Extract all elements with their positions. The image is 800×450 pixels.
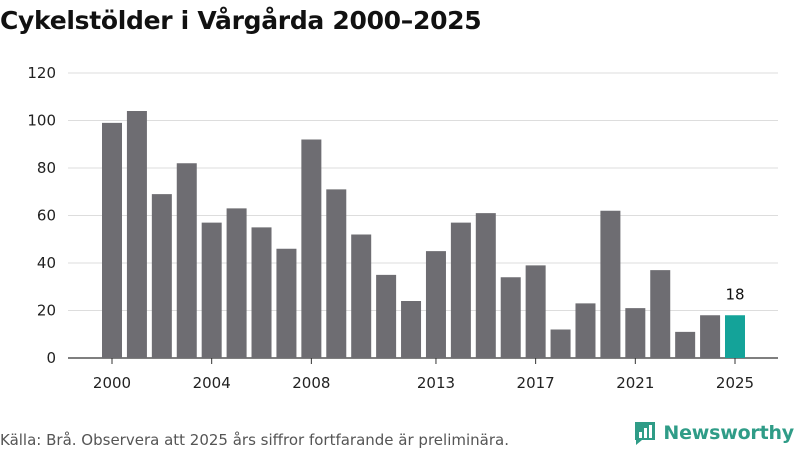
y-tick-label: 20 (37, 302, 56, 320)
bar-2016 (500, 277, 521, 358)
y-tick-label: 0 (46, 349, 56, 367)
bar-2024 (700, 315, 721, 358)
bar-2011 (376, 274, 397, 358)
x-tick-label: 2013 (417, 374, 455, 392)
y-tick-label: 40 (37, 254, 56, 272)
bar-2004 (201, 222, 222, 358)
y-tick-label: 80 (37, 159, 56, 177)
bar-2018 (550, 329, 571, 358)
bar-2023 (675, 331, 696, 358)
x-tick-label: 2021 (616, 374, 654, 392)
x-tick-label: 2025 (716, 374, 754, 392)
y-axis: 0 20 40 60 80 100 120 (27, 64, 56, 367)
bar-2015 (475, 213, 496, 358)
bar-2017 (525, 265, 546, 358)
bar-2000 (102, 122, 122, 358)
bar-2022 (650, 270, 671, 358)
bar-2019 (575, 303, 596, 358)
source-note: Källa: Brå. Observera att 2025 års siffr… (0, 431, 509, 449)
x-axis: 2000 2004 2008 2013 2017 2021 2025 (93, 358, 754, 392)
brand-logo: Newsworthy (633, 420, 794, 446)
bar-2002 (151, 194, 172, 358)
x-tick-label: 2004 (193, 374, 231, 392)
gridlines (68, 72, 778, 359)
value-label-2025: 18 (725, 285, 744, 303)
bar-2013 (425, 251, 446, 358)
bar-2021 (625, 308, 646, 358)
y-tick-label: 100 (27, 112, 56, 130)
brand-name: Newsworthy (663, 422, 794, 444)
bar-2009 (326, 189, 347, 358)
y-tick-label: 60 (37, 207, 56, 225)
chart-title: Cykelstölder i Vårgårda 2000–2025 (0, 6, 482, 35)
bar-2008 (301, 139, 322, 358)
bar-2007 (276, 248, 297, 358)
x-tick-label: 2017 (517, 374, 555, 392)
x-tick-label: 2008 (292, 374, 330, 392)
data-labels: 18 (725, 285, 744, 303)
bar-2012 (401, 301, 422, 358)
x-tick-label: 2000 (93, 374, 131, 392)
bar-2001 (126, 111, 147, 358)
bars (102, 111, 745, 358)
bar-2020 (600, 210, 621, 358)
y-tick-label: 120 (27, 64, 56, 82)
bar-2005 (226, 208, 247, 358)
bar-2025 (725, 315, 745, 358)
bar-2014 (450, 222, 471, 358)
bar-2003 (176, 163, 197, 358)
bar-2010 (351, 234, 372, 358)
newsworthy-icon (635, 422, 656, 445)
bar-2006 (251, 227, 272, 358)
